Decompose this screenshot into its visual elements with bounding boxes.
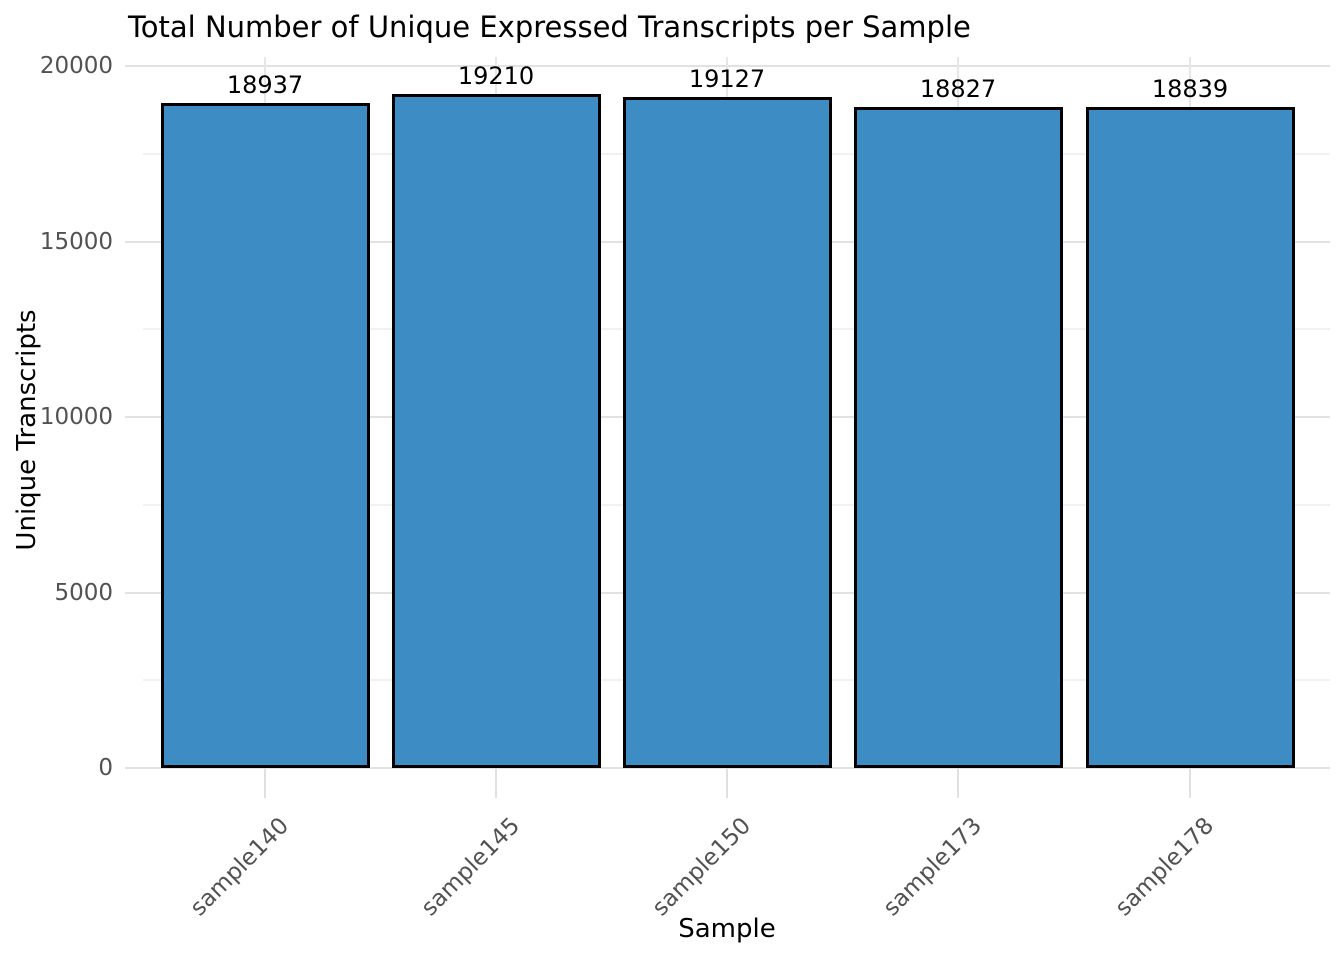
x-axis-label: Sample (678, 914, 776, 944)
chart-title: Total Number of Unique Expressed Transcr… (128, 10, 971, 44)
y-tick-label: 0 (98, 755, 113, 781)
bar-value-label: 19210 (457, 61, 535, 90)
bar-value-label: 18839 (1151, 74, 1229, 103)
bar (160, 103, 370, 768)
bar-value-label: 18937 (226, 71, 304, 100)
y-tick-label: 15000 (39, 228, 113, 255)
bar (853, 107, 1063, 768)
bar-value-label: 19127 (688, 64, 766, 93)
x-tick-mark (264, 768, 266, 798)
y-tick-label: 10000 (39, 404, 113, 430)
x-tick-label: sample140 (185, 812, 295, 922)
bar-value-label: 18827 (919, 75, 997, 104)
x-tick-mark (957, 768, 959, 798)
x-tick-mark (1189, 768, 1191, 798)
y-tick-label: 20000 (39, 53, 113, 79)
x-tick-mark (726, 768, 728, 798)
x-tick-mark (495, 768, 497, 798)
x-tick-label: sample178 (1110, 812, 1220, 922)
bar (1085, 106, 1295, 768)
y-tick-label: 5000 (54, 579, 113, 606)
bar (391, 93, 601, 768)
x-tick-label: sample173 (878, 812, 988, 922)
x-tick-label: sample145 (416, 812, 526, 922)
bar (622, 96, 832, 768)
